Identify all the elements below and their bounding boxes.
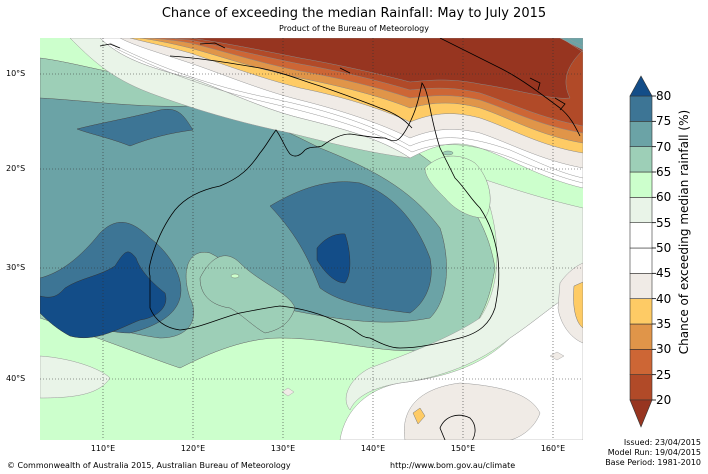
region-40-45-east [557,262,583,344]
region-65-70-inner [199,255,296,334]
colorbar-tick-label: 45 [656,266,672,281]
region-55-60-north [69,38,411,159]
region-small-diamond [281,387,295,397]
colorbar-band-20_25 [629,374,653,401]
coastline-tasmania [439,414,476,440]
copyright-text: © Commonwealth of Australia 2015, Austra… [7,461,291,470]
colorbar-band-55_60 [629,197,653,223]
colorbar-tick-label: 20 [656,393,672,407]
colorbar-band-40_45 [629,273,653,299]
colorbar-band-65_70 [629,146,653,173]
model-run-date: Model Run: 19/04/2015 [607,448,701,457]
colorbar-tick-label: 40 [656,291,672,306]
coastline-islands [99,42,566,111]
lon-label-130e: 130°E [270,444,296,453]
lon-label-110e: 110°E [90,444,116,453]
issue-info: Issued: 23/04/2015 Model Run: 19/04/2015… [605,438,701,468]
base-period: Base Period: 1981-2010 [605,458,701,467]
colorbar-tick-label: 35 [656,317,672,331]
colorbar-tick-label: 80 [656,89,672,103]
coastlines [99,38,581,440]
colorbar-tick-label: 30 [656,342,672,357]
coastline-new-guinea [169,38,581,137]
colorbar-title: Chance of exceeding median rainfall (%) [677,109,691,355]
colorbar-tick-label: 25 [656,367,672,382]
lon-label-140e: 140°E [360,444,386,453]
region-35-40-tasmania [412,407,426,425]
contour-fills [40,38,583,440]
colorbar-band-45_50 [629,247,653,274]
region-35-40-east [573,281,583,329]
region-above-80-central [316,233,351,284]
region-above-80-southwest [40,251,167,338]
lon-label-120e: 120°E [180,444,206,453]
region-below-20-north [175,38,583,99]
graticule [40,38,583,440]
region-75-80-north [76,108,194,147]
region-small-diamond-east [549,351,565,361]
colorbar-tick-label: 55 [656,215,672,230]
lat-label-40s: 40°S [6,374,26,383]
colorbar-tick-label: 75 [656,114,672,129]
colorbar-band-70_75 [629,121,653,147]
colorbar [629,75,656,428]
region-60-65-coast [424,155,491,219]
chart-subtitle: Product of the Bureau of Meteorology [279,24,429,33]
coastline-australia [148,82,500,349]
lat-label-30s: 30°S [6,263,26,272]
region-40-45-tasmania [404,382,541,440]
rainfall-map [40,38,583,440]
lon-label-150e: 150°E [450,444,476,453]
region-small-patch-coast [442,150,454,156]
colorbar-tick-label: 65 [656,165,672,179]
lat-label-10s: 10°S [6,69,26,78]
region-small-patch [230,273,240,279]
region-ne-corner [559,38,583,51]
colorbar-band-50_55 [629,222,653,249]
region-55-60 [40,355,111,399]
colorbar-band-30_35 [629,323,653,350]
issued-date: Issued: 23/04/2015 [623,438,701,447]
region-75-80-central [269,181,432,314]
contour-lines [109,38,583,184]
colorbar-tick-label: 60 [656,190,672,205]
climate-url-link[interactable]: http://www.bom.gov.au/climate [390,461,516,470]
colorbar-band-25_30 [629,349,653,375]
colorbar-band-60_65 [629,171,653,198]
colorbar-band-75_80 [629,95,653,122]
colorbar-tick-label: 70 [656,139,672,154]
colorbar-extend-below [629,399,653,428]
colorbar-band-35_40 [629,298,653,325]
lon-label-160e: 160°E [540,444,566,453]
chart-title: Chance of exceeding the median Rainfall:… [161,6,547,21]
colorbar-tick-label: 50 [656,241,672,255]
lat-label-20s: 20°S [6,164,26,173]
colorbar-extend-above [629,75,653,97]
